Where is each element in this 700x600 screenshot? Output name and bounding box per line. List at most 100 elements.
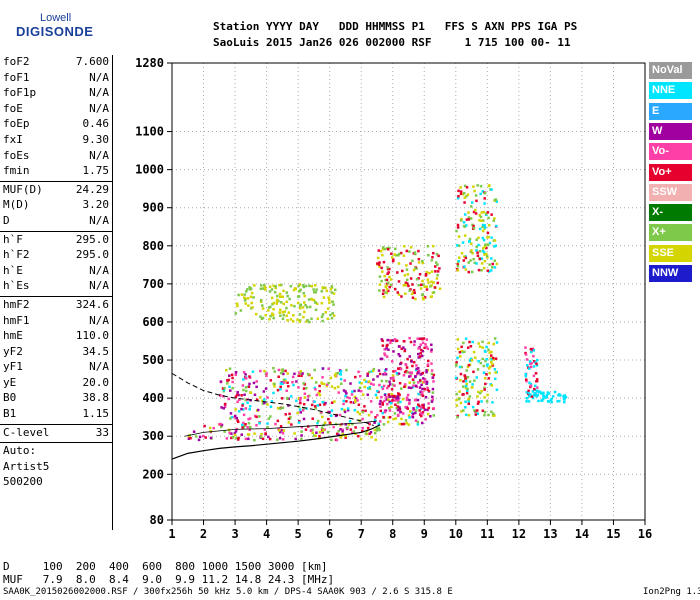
data-point: [385, 355, 389, 358]
data-point: [424, 418, 427, 421]
x-tick-label: 13: [543, 527, 557, 541]
data-point: [363, 385, 366, 389]
data-point: [377, 249, 381, 252]
data-point: [421, 349, 424, 353]
data-point: [476, 402, 480, 405]
data-point: [330, 409, 334, 412]
param-label: B1: [3, 407, 17, 421]
data-point: [379, 399, 382, 403]
data-point: [242, 378, 245, 381]
data-point: [262, 390, 266, 393]
data-point: [416, 423, 420, 426]
data-point: [420, 348, 423, 352]
data-point: [479, 184, 483, 188]
data-point: [467, 397, 471, 401]
data-point: [358, 381, 362, 384]
data-point: [419, 390, 422, 394]
legend-item-noval: NoVal: [649, 62, 692, 79]
param-row-fof1p: foF1p N/A: [0, 86, 112, 102]
data-point: [398, 408, 402, 411]
data-point: [303, 294, 306, 298]
data-point: [382, 384, 386, 388]
data-point: [480, 211, 483, 214]
data-point: [302, 382, 305, 385]
data-point: [381, 270, 384, 273]
data-point: [285, 291, 289, 294]
data-point: [237, 436, 240, 440]
data-point: [418, 386, 422, 389]
data-point: [529, 382, 533, 386]
data-point: [223, 386, 226, 390]
data-point: [535, 364, 539, 367]
data-point: [385, 368, 388, 371]
data-point: [480, 262, 484, 265]
data-point: [288, 412, 291, 416]
data-point: [387, 271, 390, 274]
data-point: [409, 246, 413, 249]
data-point: [418, 409, 421, 412]
data-point: [394, 254, 398, 257]
data-point: [393, 253, 396, 256]
data-point: [231, 376, 234, 380]
data-point: [485, 252, 488, 256]
data-point: [208, 426, 212, 430]
data-point: [387, 416, 391, 419]
data-point: [386, 267, 390, 271]
data-point: [238, 398, 241, 401]
data-point: [410, 292, 414, 296]
data-point: [399, 362, 402, 366]
param-value: 1.15: [82, 407, 110, 421]
data-point: [399, 410, 402, 414]
data-point: [405, 268, 409, 271]
data-point: [403, 349, 407, 353]
data-point: [342, 399, 345, 403]
data-point: [368, 422, 371, 426]
data-point: [493, 239, 497, 242]
data-point: [486, 211, 490, 214]
data-point: [478, 391, 482, 395]
param-label: fxI: [3, 132, 23, 146]
data-point: [397, 399, 400, 402]
data-point: [261, 307, 265, 310]
data-point: [278, 430, 282, 434]
data-point: [477, 360, 480, 363]
data-point: [392, 394, 396, 398]
data-point: [487, 243, 490, 247]
data-point: [456, 263, 460, 266]
data-point: [421, 296, 425, 300]
data-point: [278, 436, 282, 440]
data-point: [425, 288, 429, 291]
data-point: [248, 408, 251, 411]
data-point: [476, 409, 479, 412]
data-point: [416, 420, 420, 424]
data-point: [301, 283, 305, 287]
data-point: [487, 413, 490, 417]
data-point: [454, 376, 458, 380]
data-point: [463, 350, 466, 354]
data-point: [483, 245, 487, 248]
data-point: [421, 403, 424, 407]
data-point: [478, 214, 482, 217]
data-point: [367, 380, 371, 383]
param-row-foep: foEp 0.46: [0, 117, 112, 133]
data-point: [266, 403, 269, 406]
dashed-trace-curve: [171, 372, 374, 427]
data-point: [386, 248, 390, 251]
data-point: [411, 412, 415, 416]
data-point: [323, 403, 326, 406]
data-point: [525, 400, 528, 403]
param-label: hmE: [3, 329, 23, 343]
data-point: [391, 259, 395, 263]
data-point: [329, 288, 333, 291]
data-point: [312, 298, 316, 302]
data-point: [284, 378, 287, 381]
param-label: yE: [3, 375, 17, 389]
data-point: [384, 348, 387, 351]
data-point: [405, 366, 409, 369]
data-point: [473, 409, 476, 412]
data-point: [346, 426, 349, 429]
data-point: [423, 296, 427, 299]
data-point: [472, 350, 476, 354]
data-point: [525, 396, 529, 400]
